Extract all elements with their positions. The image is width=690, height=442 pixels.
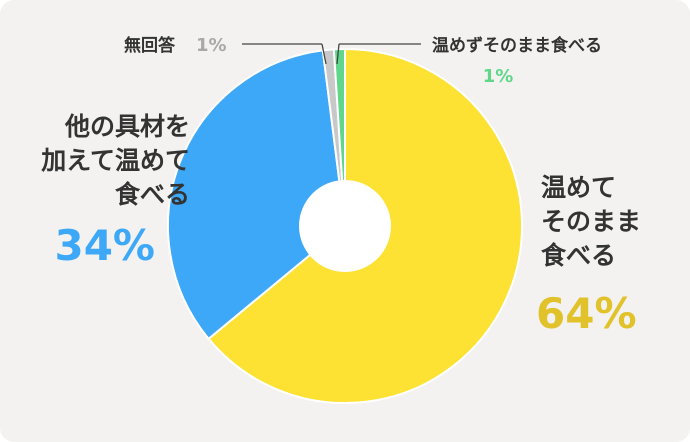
leader-line-no-heat-tick [336,43,340,65]
label-with-ingredients-line1: 他の具材を [64,112,190,141]
percent-no-heat: 1% [483,66,514,87]
label-no-heat: 温めずそのまま食べる [432,35,602,56]
label-warm-as-is-line3: 食べる [541,241,616,270]
percent-with-ingredients: 34% [54,221,155,270]
label-warm-as-is-line1: 温めて [541,173,616,202]
label-with-ingredients-line2: 加えて温めて [40,146,190,175]
slice-with-ingredients [167,49,347,341]
pie-center-hole [299,180,391,272]
percent-no-answer: 1% [196,35,227,56]
label-with-ingredients-line3: 食べる [115,180,190,209]
percent-warm-as-is: 64% [536,289,637,338]
leader-line-no-answer-tick [321,43,327,65]
label-warm-as-is-line2: そのまま [541,207,641,236]
label-no-answer: 無回答 [124,35,176,56]
